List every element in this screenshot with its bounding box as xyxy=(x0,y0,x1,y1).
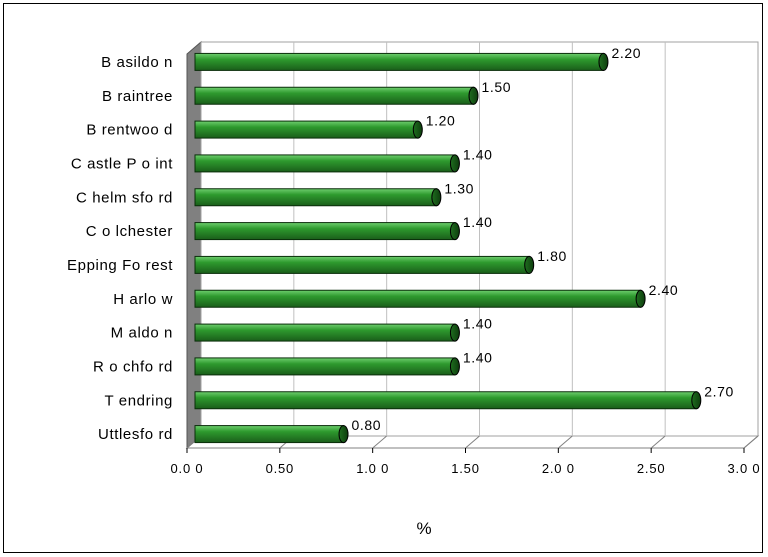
bar-body xyxy=(194,188,437,207)
bar-cap xyxy=(431,188,442,207)
value-label: 2.20 xyxy=(611,45,641,61)
bar xyxy=(194,255,535,274)
floor-line xyxy=(743,435,759,449)
floor-line xyxy=(650,435,666,449)
bar-cap xyxy=(598,52,609,71)
x-tick-label: 0.50 xyxy=(266,461,295,476)
floor-line xyxy=(558,435,573,449)
bar-cap xyxy=(449,222,460,241)
bar-body xyxy=(194,289,642,308)
category-label: C o lchester xyxy=(86,223,173,240)
category-label: Epping Fo rest xyxy=(67,257,173,274)
category-label: R o chfo rd xyxy=(93,358,173,375)
category-label: B rentwoo d xyxy=(86,122,173,139)
bar-body xyxy=(194,391,697,410)
value-label: 1.80 xyxy=(537,248,567,264)
category-label: B asildo n xyxy=(101,54,173,71)
value-label: 2.70 xyxy=(704,383,734,399)
x-tick-label: 0.0 0 xyxy=(171,461,204,476)
bar xyxy=(194,425,349,444)
bar xyxy=(194,188,442,207)
bar-body xyxy=(194,425,345,444)
category-label: Uttlesfo rd xyxy=(98,426,173,443)
x-tick-label: 1.0 0 xyxy=(356,461,389,476)
category-label: C helm sfo rd xyxy=(76,189,173,206)
bar-cap xyxy=(449,323,460,342)
bar xyxy=(194,154,460,173)
bar-cap xyxy=(449,357,460,376)
value-label: 1.20 xyxy=(426,113,456,129)
value-label: 1.40 xyxy=(463,349,493,365)
bar-body xyxy=(194,255,530,274)
category-label: T endring xyxy=(105,392,174,409)
x-tick-label: 3.0 0 xyxy=(728,461,761,476)
value-label: 0.80 xyxy=(352,417,382,433)
bar-body xyxy=(194,120,419,139)
bar-body xyxy=(194,52,604,71)
bar xyxy=(194,357,460,376)
bar-chart: 0.0 0 0.50 1.0 0 1.50 2.0 0 2.50 3.0 0 B asildo… xyxy=(67,40,761,538)
x-tick-label: 2.50 xyxy=(637,461,666,476)
bar-body xyxy=(194,357,456,376)
bar xyxy=(194,222,460,241)
category-label: M aldo n xyxy=(111,325,173,342)
x-axis-label: % xyxy=(416,519,431,538)
bar-body xyxy=(194,86,474,105)
bar xyxy=(194,52,609,71)
bar-cap xyxy=(691,391,702,410)
bar-cap xyxy=(524,255,535,274)
bar-body xyxy=(194,154,456,173)
x-tick-label: 2.0 0 xyxy=(542,461,575,476)
bar xyxy=(194,86,479,105)
bar-cap xyxy=(468,86,479,105)
bar xyxy=(194,289,646,308)
bar xyxy=(194,120,423,139)
bar xyxy=(194,323,460,342)
value-label: 1.40 xyxy=(463,146,493,162)
value-label: 2.40 xyxy=(649,282,679,298)
bar xyxy=(194,391,702,410)
bar-cap xyxy=(338,425,349,444)
category-label: H arlo w xyxy=(113,291,173,308)
bar-cap xyxy=(635,289,646,308)
value-label: 1.30 xyxy=(444,180,474,196)
bar-cap xyxy=(412,120,423,139)
value-label: 1.40 xyxy=(463,214,493,230)
floor-line xyxy=(465,435,480,449)
category-label: C astle P o int xyxy=(71,155,173,172)
bar-cap xyxy=(449,154,460,173)
bar-body xyxy=(194,323,456,342)
bar-body xyxy=(194,222,456,241)
category-label: B raintree xyxy=(102,88,173,105)
floor-line xyxy=(372,435,387,449)
x-tick-label: 1.50 xyxy=(451,461,480,476)
chart-frame: 0.0 0 0.50 1.0 0 1.50 2.0 0 2.50 3.0 0 B asildo… xyxy=(3,3,763,553)
value-label: 1.40 xyxy=(463,316,493,332)
value-label: 1.50 xyxy=(482,79,512,95)
